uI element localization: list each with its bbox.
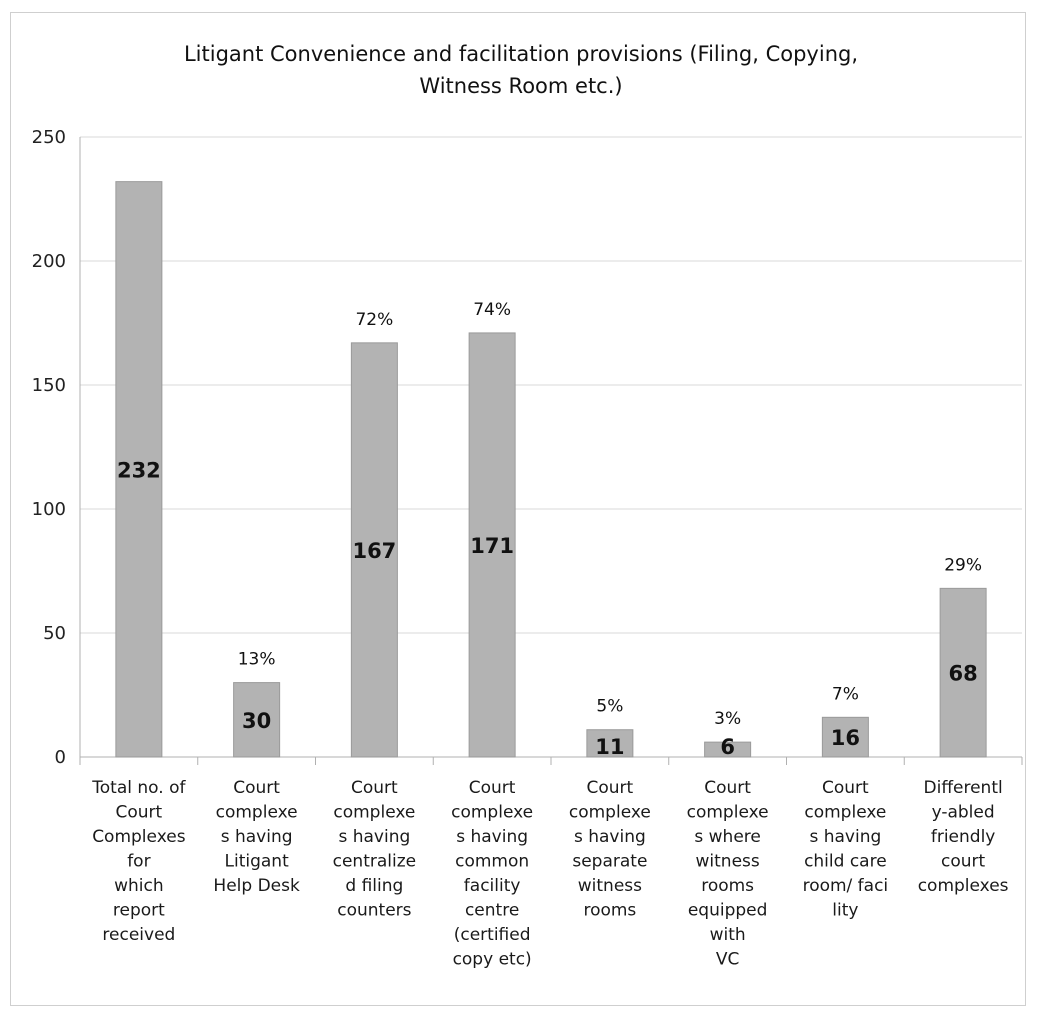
- x-category-label: which: [114, 876, 164, 896]
- x-category-label: Court: [469, 778, 516, 798]
- x-category-label: s where: [694, 827, 760, 847]
- x-category-label: received: [102, 925, 175, 945]
- x-category-label: with: [710, 925, 746, 945]
- x-category-label: witness: [696, 852, 760, 872]
- bar: [704, 741, 752, 758]
- x-category-label: complexe: [333, 803, 415, 823]
- x-category-label: s having: [221, 827, 293, 847]
- x-category-label: friendly: [931, 827, 996, 847]
- x-category-label: facility: [464, 876, 521, 896]
- percent-label: 7%: [832, 684, 859, 704]
- x-category-label: Help Desk: [213, 876, 300, 896]
- x-category-label: complexe: [569, 803, 651, 823]
- data-label: 232: [117, 458, 161, 482]
- x-category-label: Court: [704, 778, 751, 798]
- x-category-label: d filing: [345, 876, 403, 896]
- x-category-label: complexe: [687, 803, 769, 823]
- x-category-label: Total no. of: [91, 778, 186, 798]
- x-category-label: centre: [465, 901, 519, 921]
- x-category-label: court: [941, 852, 986, 872]
- bar: [115, 181, 163, 758]
- x-category-label: VC: [716, 950, 740, 970]
- chart-title-line-1: Litigant Convenience and facilitation pr…: [183, 42, 859, 66]
- x-category-label: rooms: [701, 876, 754, 896]
- percent-label: 3%: [714, 709, 741, 729]
- x-category-label: common: [455, 852, 529, 872]
- x-category-label: counters: [337, 901, 411, 921]
- x-category-label: s having: [338, 827, 410, 847]
- data-label: 68: [949, 662, 978, 686]
- x-category-label: complexes: [918, 876, 1009, 896]
- data-label: 6: [720, 735, 735, 759]
- percent-label: 74%: [473, 300, 511, 320]
- data-label: 30: [242, 709, 271, 733]
- data-label: 167: [352, 539, 396, 563]
- chart-frame: [10, 12, 1026, 1006]
- y-tick-label: 200: [32, 251, 66, 272]
- x-category-label: witness: [578, 876, 642, 896]
- y-tick-label: 50: [43, 623, 66, 644]
- x-category-label: Court: [587, 778, 634, 798]
- x-category-label: Differentl: [924, 778, 1003, 798]
- percent-label: 72%: [355, 310, 393, 330]
- x-category-label: complexe: [216, 803, 298, 823]
- bar: [350, 342, 398, 758]
- data-label: 11: [595, 735, 624, 759]
- x-category-label: report: [113, 901, 165, 921]
- x-category-label: s having: [456, 827, 528, 847]
- y-tick-label: 150: [32, 375, 66, 396]
- x-category-label: Litigant: [225, 852, 290, 872]
- x-category-label: child care: [804, 852, 887, 872]
- data-label: 16: [831, 726, 860, 750]
- x-category-label: s having: [809, 827, 881, 847]
- x-category-label: Court: [822, 778, 869, 798]
- x-category-label: complexe: [804, 803, 886, 823]
- x-category-label: Complexes: [92, 827, 186, 847]
- x-category-label: Court: [116, 803, 163, 823]
- bar: [821, 716, 869, 758]
- percent-label: 29%: [944, 555, 982, 575]
- bar: [468, 332, 516, 758]
- x-category-label: copy etc): [453, 950, 532, 970]
- percent-label: 13%: [238, 650, 276, 670]
- x-category-label: Court: [233, 778, 280, 798]
- x-category-label: centralize: [333, 852, 416, 872]
- percent-label: 5%: [596, 697, 623, 717]
- x-category-label: for: [127, 852, 150, 872]
- x-category-label: Court: [351, 778, 398, 798]
- x-category-label: equipped: [688, 901, 768, 921]
- x-category-label: (certified: [454, 925, 531, 945]
- data-label: 171: [470, 534, 514, 558]
- bar: [939, 587, 987, 758]
- y-tick-label: 100: [32, 499, 66, 520]
- x-category-label: room/ faci: [803, 876, 889, 896]
- bar: [586, 729, 634, 758]
- x-category-label: rooms: [583, 901, 636, 921]
- chart-title-line-2: Witness Room etc.): [419, 74, 623, 98]
- y-tick-label: 0: [55, 747, 66, 768]
- x-category-label: separate: [572, 852, 647, 872]
- x-category-label: lity: [832, 901, 858, 921]
- x-category-label: complexe: [451, 803, 533, 823]
- bar: [233, 682, 281, 758]
- y-tick-label: 250: [32, 127, 66, 148]
- x-category-label: s having: [574, 827, 646, 847]
- x-category-label: y-abled: [932, 803, 995, 823]
